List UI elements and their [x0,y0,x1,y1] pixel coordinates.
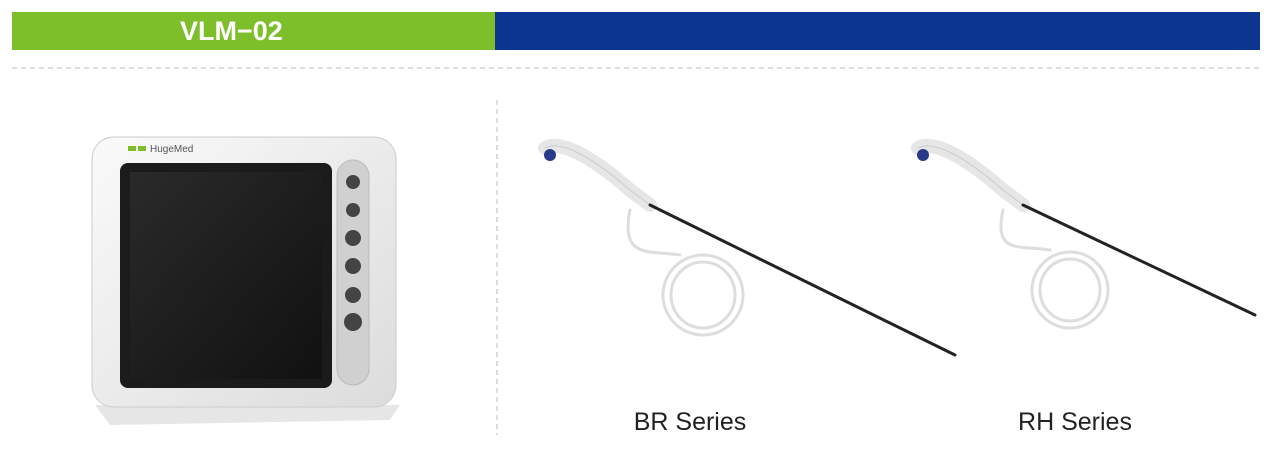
brand: HugeMed [150,144,193,155]
monitor: HugeMed [92,137,400,425]
scope-rh [917,146,1255,328]
canvas: VLM−02 HugeMed BR Series [0,0,1287,464]
product-label: BR Series [634,408,747,436]
page: VLM−02 HugeMed BR Series [0,0,1287,464]
product-label: RH Series [1018,408,1132,436]
header-blue [495,12,1260,50]
header-title: VLM−02 [180,16,283,46]
scope-br [544,146,955,355]
